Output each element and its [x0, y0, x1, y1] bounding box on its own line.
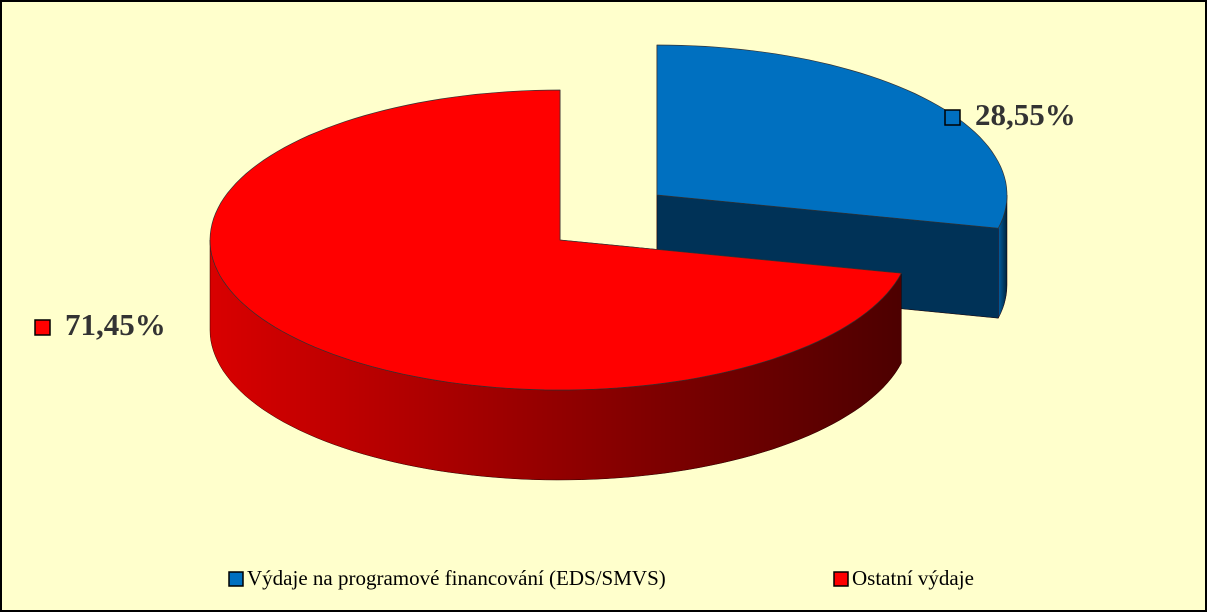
- slice-top: [209, 89, 902, 391]
- slice-top: [656, 44, 1008, 229]
- label-key: [944, 109, 961, 126]
- shade: [998, 195, 1007, 319]
- label-key: [34, 319, 51, 336]
- legend-label: Ostatní výdaje: [852, 566, 974, 590]
- legend-key: [228, 571, 244, 587]
- data-label: 28,55%: [975, 97, 1076, 132]
- data-label: 71,45%: [65, 307, 166, 342]
- legend-label: Výdaje na programové financování (EDS/SM…: [247, 566, 666, 590]
- slice: [209, 89, 902, 481]
- shade: [210, 240, 902, 480]
- legend-key: [833, 571, 849, 587]
